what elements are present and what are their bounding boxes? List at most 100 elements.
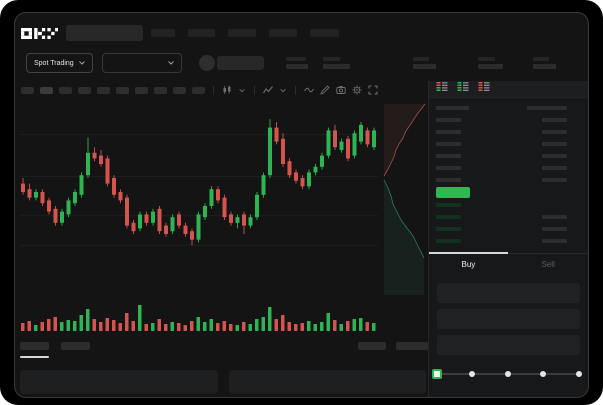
bottom-info-panel-1[interactable]: [229, 370, 426, 394]
orderbook-asks-icon[interactable]: [478, 80, 490, 98]
ask-amount-placeholder: [542, 166, 567, 170]
chart-toolbar: [21, 82, 428, 98]
ask-amount-placeholder: [542, 118, 567, 122]
line-tool-icon[interactable]: [304, 85, 314, 95]
volume-chart: [21, 305, 376, 331]
chevron-down-icon[interactable]: [238, 86, 246, 95]
bottom-tab-0[interactable]: [20, 342, 49, 358]
timeframe-button-3[interactable]: [78, 86, 91, 94]
ask-row-0[interactable]: [429, 102, 588, 114]
order-input-1[interactable]: [436, 309, 580, 329]
ask-price-placeholder: [435, 130, 461, 134]
bid-row-1[interactable]: [429, 211, 588, 223]
ask-row-2[interactable]: [429, 126, 588, 138]
amount-slider[interactable]: [431, 365, 582, 383]
ask-row-4[interactable]: [429, 150, 588, 162]
orderbook-bids-icon[interactable]: [457, 80, 469, 98]
pair-dropdown[interactable]: [101, 53, 182, 73]
ticker-label-placeholder: [322, 57, 340, 61]
timeframe-button-2[interactable]: [59, 86, 72, 94]
ticker-label-placeholder: [477, 57, 495, 61]
timeframe-button-1[interactable]: [40, 86, 53, 94]
orderbook-asks: [429, 102, 588, 186]
order-form: [429, 275, 588, 355]
timeframe-button-9[interactable]: [192, 86, 205, 94]
ask-row-3[interactable]: [429, 138, 588, 150]
bottom-tab-right-1[interactable]: [395, 342, 428, 350]
bottom-tab-1[interactable]: [61, 342, 90, 350]
timeframe-button-6[interactable]: [135, 86, 148, 94]
ticker-stat-3: [477, 57, 503, 69]
ask-price-placeholder: [435, 178, 461, 182]
timeframe-button-7[interactable]: [154, 86, 167, 94]
ask-row-6[interactable]: [429, 174, 588, 186]
timeframe-button-5[interactable]: [116, 86, 129, 94]
bid-amount-placeholder: [542, 227, 567, 231]
chevron-down-icon: [78, 61, 85, 65]
bid-amount-placeholder: [542, 215, 567, 219]
last-price-highlight[interactable]: [435, 187, 470, 198]
candle-type-icon[interactable]: [222, 85, 232, 95]
toolbar-divider: [295, 85, 296, 95]
bid-price-placeholder: [435, 227, 461, 231]
market-type-selector[interactable]: Spot Trading: [26, 53, 93, 73]
slider-handle[interactable]: [431, 369, 442, 379]
ticker-stat-2: [412, 57, 436, 69]
top-navigation-bar: [21, 21, 580, 45]
timeframe-button-0[interactable]: [21, 86, 34, 94]
tab-buy[interactable]: Buy: [428, 252, 509, 275]
tab-sell[interactable]: Sell: [508, 254, 588, 275]
bottom-info-panel-0[interactable]: [20, 370, 218, 394]
fullscreen-icon[interactable]: [368, 85, 378, 95]
camera-icon[interactable]: [336, 85, 346, 95]
settings-icon[interactable]: [352, 85, 362, 95]
ticker-stats: [264, 57, 556, 69]
bid-price-placeholder: [435, 239, 461, 243]
nav-item-3[interactable]: [269, 29, 298, 37]
ask-row-1[interactable]: [429, 114, 588, 126]
order-input-0[interactable]: [436, 283, 580, 303]
depth-chart: [383, 103, 426, 295]
nav-item-0[interactable]: [151, 29, 176, 37]
ask-amount-placeholder: [542, 154, 567, 158]
chevron-down-icon[interactable]: [279, 86, 287, 95]
nav-item-2[interactable]: [228, 29, 257, 37]
ask-price-placeholder: [435, 154, 461, 158]
timeframe-button-8[interactable]: [173, 86, 186, 94]
ticker-label-placeholder: [412, 57, 429, 61]
ask-amount-placeholder: [542, 142, 567, 146]
slider-stop-100[interactable]: [575, 371, 582, 377]
bid-price-placeholder: [435, 215, 461, 219]
bid-row-3[interactable]: [429, 235, 588, 247]
ask-amount-placeholder: [527, 106, 567, 110]
bottom-tab-bar: [20, 342, 428, 358]
orderbook: [429, 98, 588, 247]
ticker-stat-1: [322, 57, 350, 69]
nav-item-1[interactable]: [188, 29, 216, 37]
slider-stop-75[interactable]: [540, 371, 547, 377]
order-input-2[interactable]: [436, 335, 580, 355]
slider-stop-50[interactable]: [504, 371, 511, 377]
market-header-bar: Spot Trading: [26, 53, 580, 73]
okx-logo: [21, 27, 59, 39]
orderbook-combined-icon[interactable]: [436, 80, 448, 98]
sell-tab-label: Sell: [541, 260, 555, 269]
ticker-label-placeholder: [285, 57, 306, 61]
ask-amount-placeholder: [542, 178, 567, 182]
search-input[interactable]: [66, 25, 144, 41]
draw-icon[interactable]: [320, 85, 330, 95]
nav-item-4[interactable]: [310, 29, 340, 37]
ask-row-5[interactable]: [429, 162, 588, 174]
buy-tab-label: Buy: [461, 260, 476, 269]
toolbar-divider: [254, 85, 255, 95]
timeframe-button-4[interactable]: [97, 86, 110, 94]
slider-stop-25[interactable]: [469, 371, 476, 377]
bottom-tab-right-0[interactable]: [357, 342, 386, 350]
indicators-icon[interactable]: [263, 85, 273, 95]
bid-price-placeholder: [435, 203, 461, 207]
bid-row-0[interactable]: [429, 199, 588, 211]
ticker-stat-4: [532, 57, 556, 69]
ticker-value-placeholder: [285, 64, 308, 69]
bid-row-2[interactable]: [429, 223, 588, 235]
